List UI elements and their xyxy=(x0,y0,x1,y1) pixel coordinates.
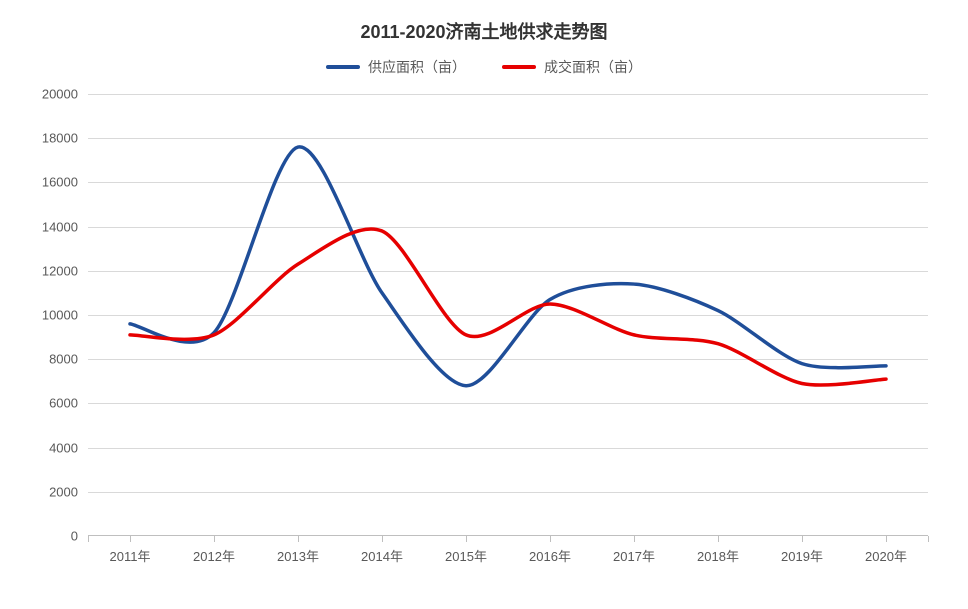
x-tick-label: 2016年 xyxy=(529,536,571,565)
legend-swatch xyxy=(326,65,360,69)
legend-label: 供应面积（亩） xyxy=(368,57,466,77)
x-tick-label: 2017年 xyxy=(613,536,655,565)
x-tick-label: 2012年 xyxy=(193,536,235,565)
y-tick-label: 14000 xyxy=(42,219,88,234)
x-tick-label: 2013年 xyxy=(277,536,319,565)
y-tick-label: 16000 xyxy=(42,175,88,190)
y-tick-label: 20000 xyxy=(42,87,88,102)
series-svg xyxy=(88,94,928,536)
x-tick-label: 2019年 xyxy=(781,536,823,565)
y-tick-label: 2000 xyxy=(49,484,88,499)
legend-swatch xyxy=(502,65,536,69)
x-tick-label: 2020年 xyxy=(865,536,907,565)
y-tick-label: 12000 xyxy=(42,263,88,278)
x-tick-label: 2011年 xyxy=(110,536,151,565)
plot-area: 0200040006000800010000120001400016000180… xyxy=(88,94,928,536)
x-tick-label: 2018年 xyxy=(697,536,739,565)
x-tick xyxy=(88,536,89,542)
chart-container: 2011-2020济南土地供求走势图 供应面积（亩）成交面积（亩） 020004… xyxy=(0,0,968,609)
x-tick xyxy=(928,536,929,542)
chart-title: 2011-2020济南土地供求走势图 xyxy=(0,18,968,44)
y-tick-label: 10000 xyxy=(42,308,88,323)
series-line xyxy=(130,147,886,386)
y-tick-label: 0 xyxy=(71,529,88,544)
series-line xyxy=(130,229,886,385)
x-tick-label: 2014年 xyxy=(361,536,403,565)
y-tick-label: 18000 xyxy=(42,131,88,146)
legend-item: 供应面积（亩） xyxy=(326,57,466,77)
x-tick-label: 2015年 xyxy=(445,536,487,565)
y-tick-label: 4000 xyxy=(49,440,88,455)
legend-label: 成交面积（亩） xyxy=(544,57,642,77)
legend: 供应面积（亩） 成交面积（亩） xyxy=(0,56,968,77)
y-tick-label: 6000 xyxy=(49,396,88,411)
legend-item: 成交面积（亩） xyxy=(502,57,642,77)
y-tick-label: 8000 xyxy=(49,352,88,367)
